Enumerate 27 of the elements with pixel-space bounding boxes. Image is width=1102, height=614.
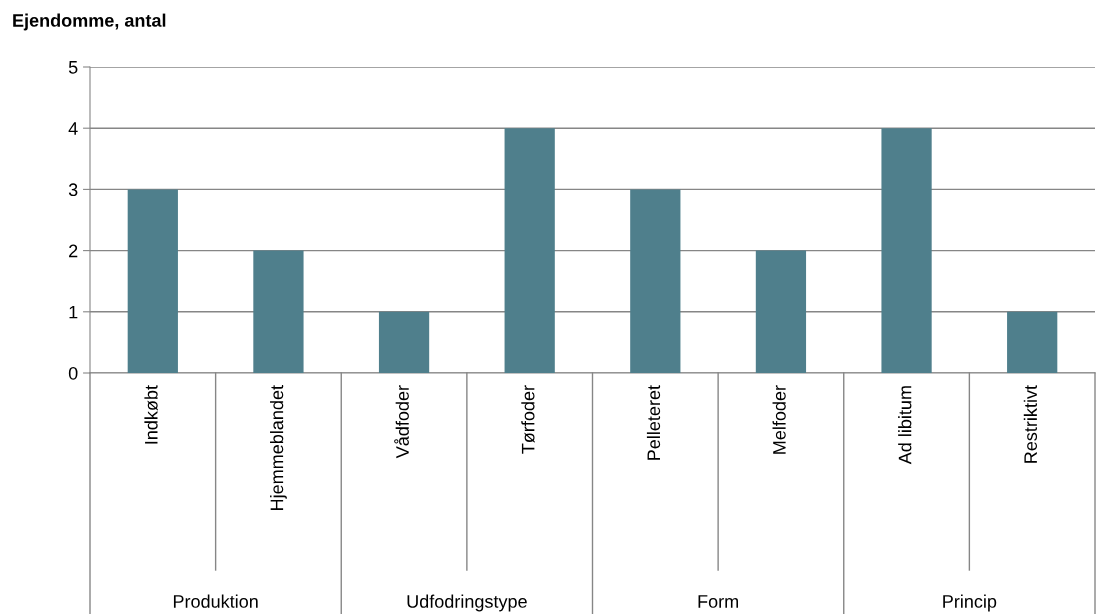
- x-tick-label: Indkøbt: [144, 385, 158, 444]
- bar: [127, 189, 178, 373]
- x-tick-label: Tørfoder: [521, 385, 535, 454]
- x-tick-label: Vådfoder: [394, 385, 409, 459]
- bar: [1007, 311, 1058, 373]
- text: Produktion: [173, 594, 258, 608]
- bar: [630, 189, 681, 373]
- bar: [755, 250, 807, 373]
- text: Princip: [943, 594, 997, 612]
- bar: [253, 250, 304, 373]
- x-tick-label: Ad libitum: [898, 386, 912, 465]
- y-tick-label: 0: [68, 366, 78, 380]
- y-tick-label: 5: [68, 61, 78, 74]
- x-tick-label: Pelleteret: [646, 385, 661, 460]
- x-tick-label: Hjemmeblandet: [270, 385, 287, 510]
- y-tick-label: 1: [69, 305, 78, 319]
- y-tick-label: 4: [68, 122, 78, 135]
- bar: [881, 128, 932, 373]
- x-tick-label: Restriktivt: [1023, 385, 1038, 463]
- x-tick-label: Melfoder: [772, 385, 786, 454]
- y-tick-label: 3: [68, 183, 78, 197]
- chart-title: Ejendomme, antal: [13, 13, 166, 31]
- text: Udfodringstype: [407, 594, 527, 612]
- bar: [504, 128, 555, 373]
- y-tick-label: 2: [69, 244, 78, 258]
- bar: [378, 311, 430, 373]
- text: Form: [698, 595, 738, 608]
